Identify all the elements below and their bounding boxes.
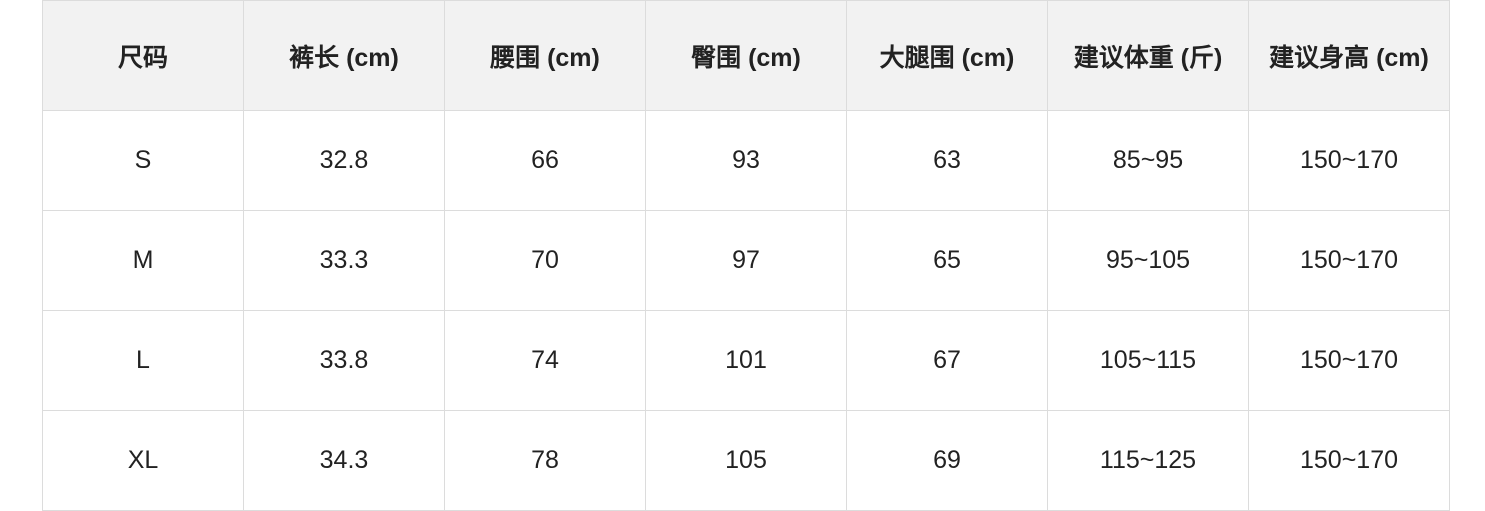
table-body: S 32.8 66 93 63 85~95 150~170 M 33.3 70 97 65 95~105…: [42, 110, 1450, 511]
table-cell: S: [42, 110, 244, 211]
table-cell: 150~170: [1248, 410, 1450, 511]
table-cell: 85~95: [1047, 110, 1249, 211]
header-cell: 臀围 (cm): [645, 0, 847, 111]
table-cell: 78: [444, 410, 646, 511]
table-cell: 105: [645, 410, 847, 511]
table-cell: 32.8: [243, 110, 445, 211]
table-cell: 70: [444, 210, 646, 311]
table-cell: 67: [846, 310, 1048, 411]
header-cell: 建议体重 (斤): [1047, 0, 1249, 111]
table-row: L 33.8 74 101 67 105~115 150~170: [42, 310, 1450, 411]
table-cell: M: [42, 210, 244, 311]
table-cell: 93: [645, 110, 847, 211]
header-cell: 大腿围 (cm): [846, 0, 1048, 111]
table-row: XL 34.3 78 105 69 115~125 150~170: [42, 410, 1450, 511]
table-cell: 150~170: [1248, 310, 1450, 411]
table-cell: 66: [444, 110, 646, 211]
table-cell: 95~105: [1047, 210, 1249, 311]
header-cell: 裤长 (cm): [243, 0, 445, 111]
table-cell: 115~125: [1047, 410, 1249, 511]
table-cell: XL: [42, 410, 244, 511]
table-header: 尺码 裤长 (cm) 腰围 (cm) 臀围 (cm) 大腿围 (cm) 建议体重 (斤) 建…: [42, 0, 1450, 111]
table-cell: 33.8: [243, 310, 445, 411]
header-row: 尺码 裤长 (cm) 腰围 (cm) 臀围 (cm) 大腿围 (cm) 建议体重 (斤) 建…: [42, 0, 1450, 111]
table-cell: 97: [645, 210, 847, 311]
table-cell: 33.3: [243, 210, 445, 311]
table-cell: 63: [846, 110, 1048, 211]
header-cell: 腰围 (cm): [444, 0, 646, 111]
header-cell: 尺码: [42, 0, 244, 111]
table-cell: 69: [846, 410, 1048, 511]
table-cell: 101: [645, 310, 847, 411]
header-cell: 建议身高 (cm): [1248, 0, 1450, 111]
table-cell: 74: [444, 310, 646, 411]
table-cell: 65: [846, 210, 1048, 311]
table-cell: 34.3: [243, 410, 445, 511]
table-row: S 32.8 66 93 63 85~95 150~170: [42, 110, 1450, 211]
size-table: 尺码 裤长 (cm) 腰围 (cm) 臀围 (cm) 大腿围 (cm) 建议体重 (斤) 建…: [42, 0, 1450, 511]
table-cell: 105~115: [1047, 310, 1249, 411]
table-cell: L: [42, 310, 244, 411]
table-cell: 150~170: [1248, 110, 1450, 211]
table-row: M 33.3 70 97 65 95~105 150~170: [42, 210, 1450, 311]
table-cell: 150~170: [1248, 210, 1450, 311]
